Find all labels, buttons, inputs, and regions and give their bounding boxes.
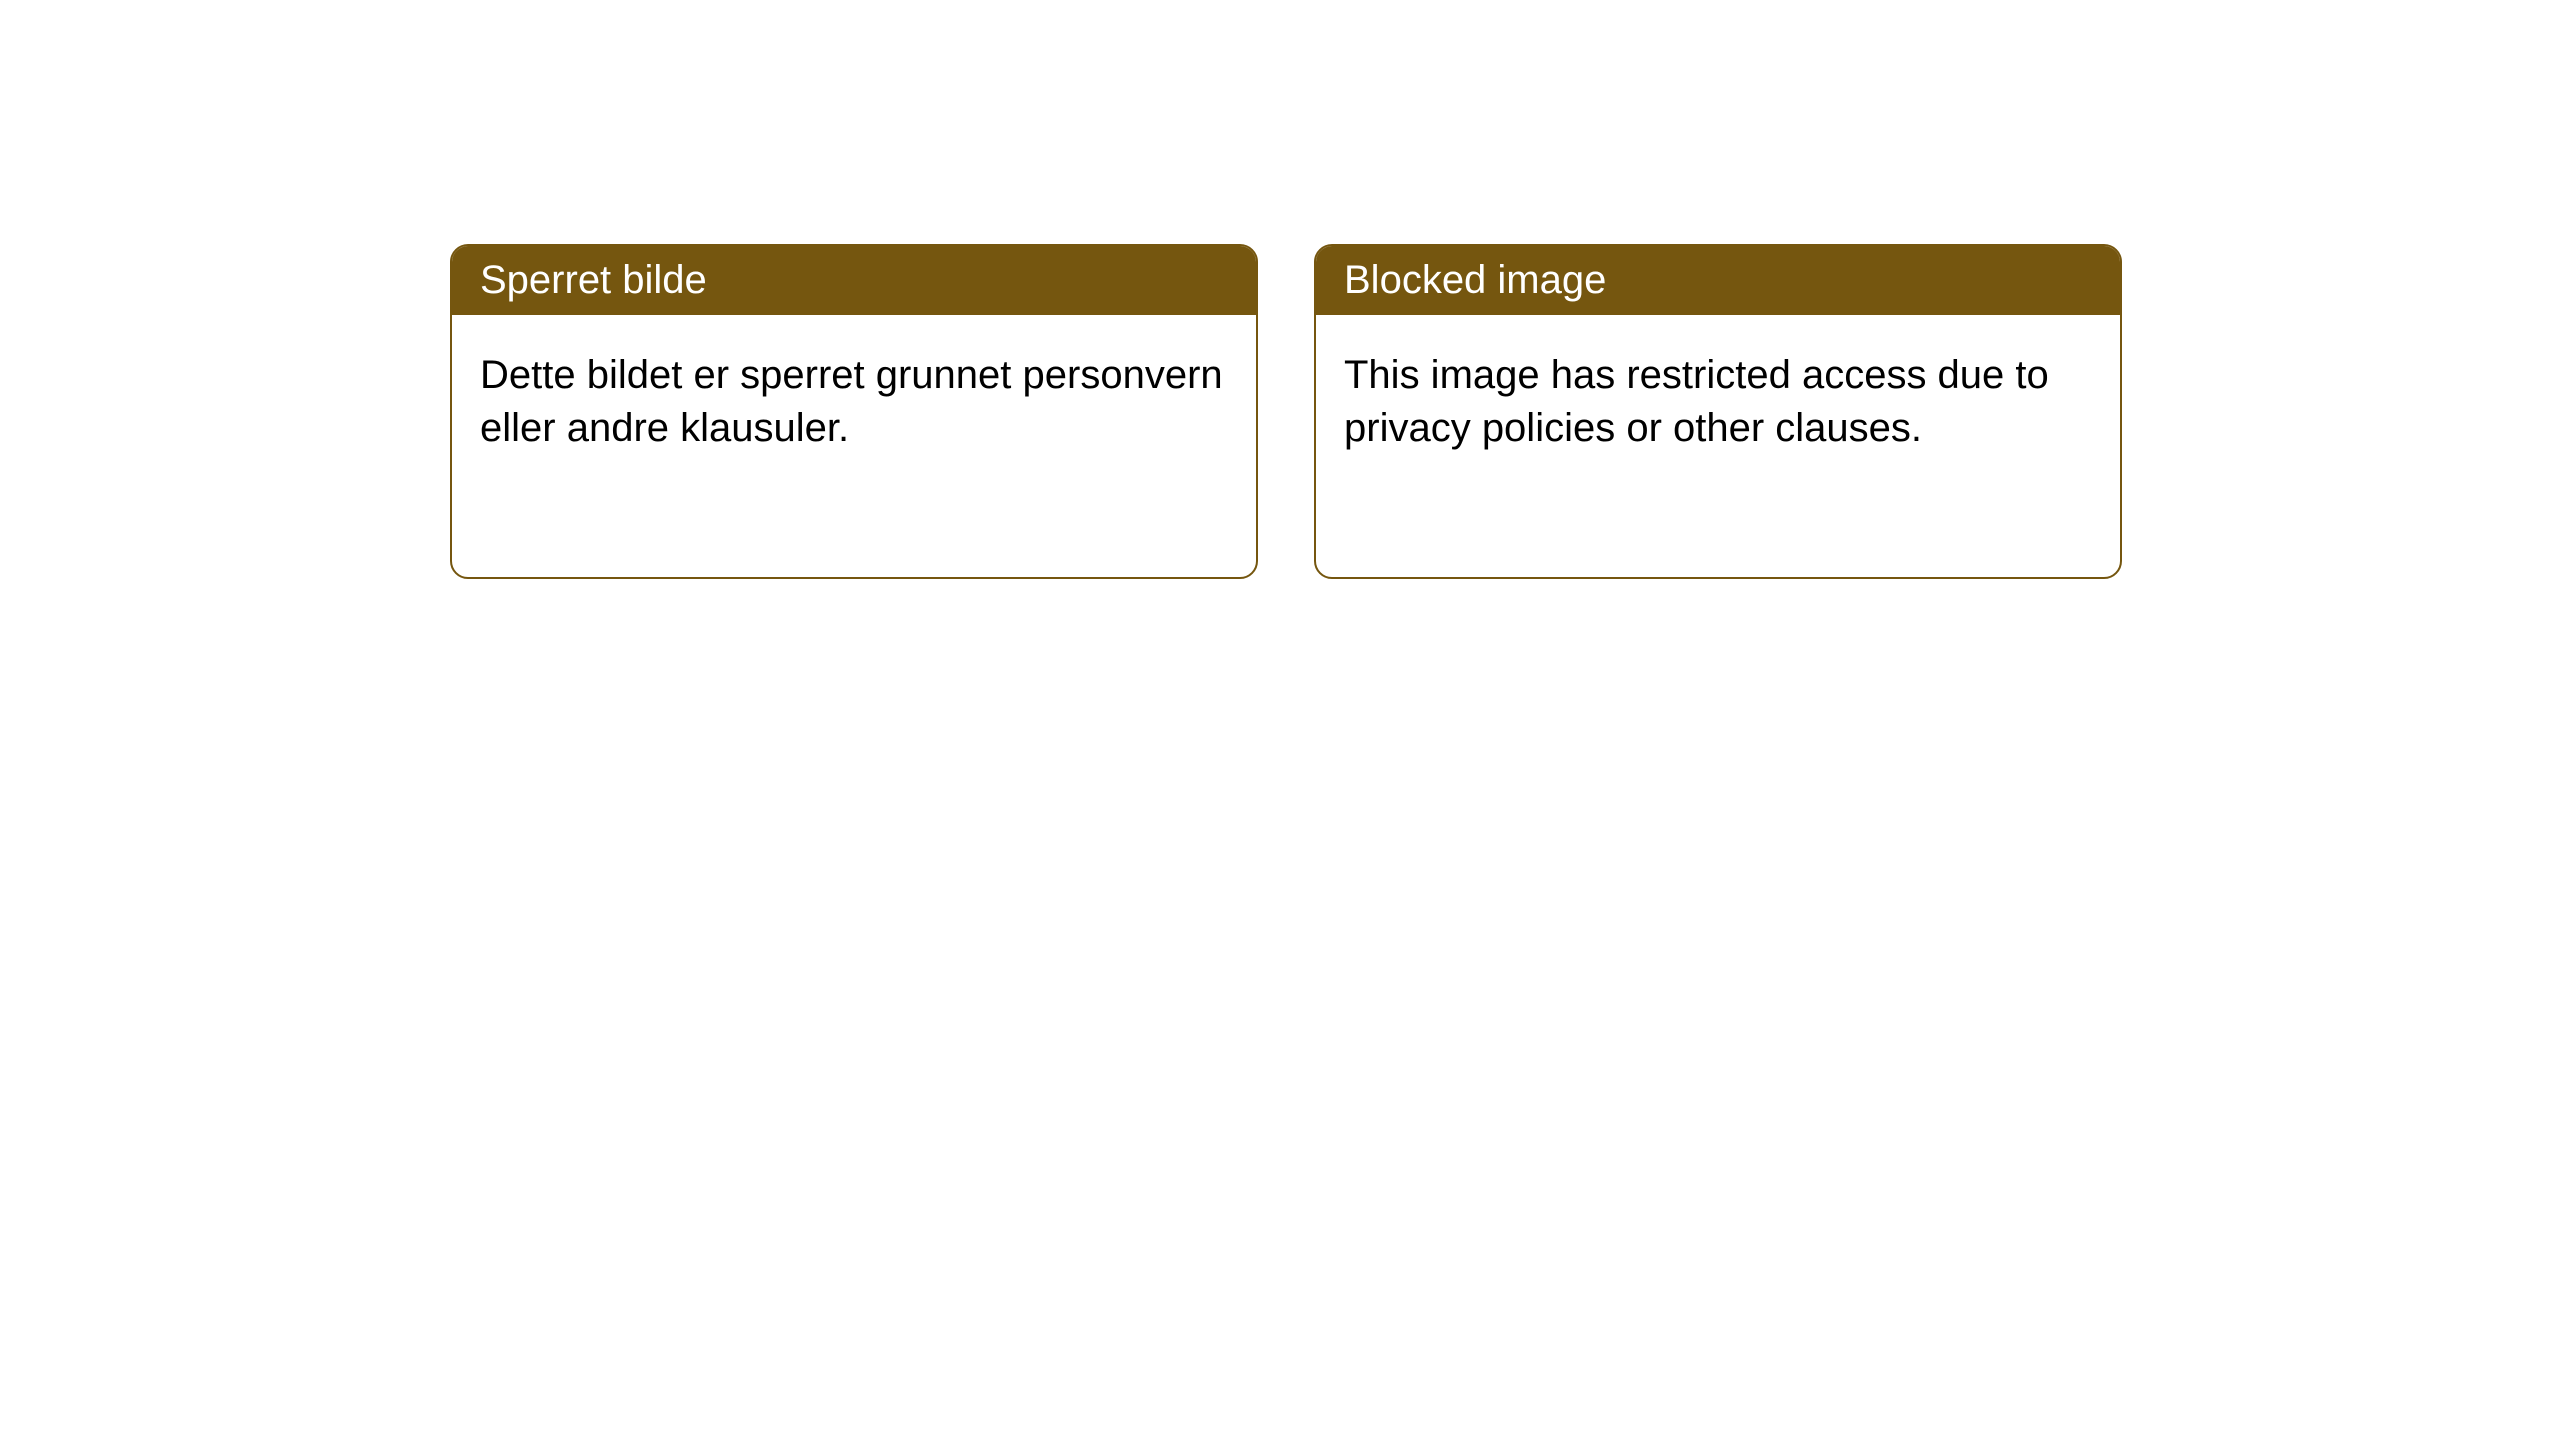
notice-title: Blocked image	[1316, 246, 2120, 315]
notice-body: This image has restricted access due to …	[1316, 315, 2120, 489]
notice-body: Dette bildet er sperret grunnet personve…	[452, 315, 1256, 489]
notice-card-norwegian: Sperret bilde Dette bildet er sperret gr…	[450, 244, 1258, 579]
notice-card-english: Blocked image This image has restricted …	[1314, 244, 2122, 579]
notice-container: Sperret bilde Dette bildet er sperret gr…	[0, 0, 2560, 579]
notice-title: Sperret bilde	[452, 246, 1256, 315]
